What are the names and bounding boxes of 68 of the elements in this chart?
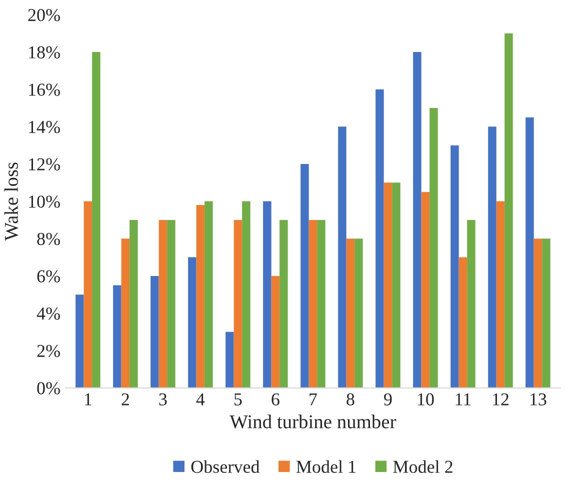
x-axis-title: Wind turbine number: [230, 414, 396, 428]
bar: [234, 220, 242, 388]
bar: [263, 201, 272, 388]
y-tick-label: 14%: [29, 120, 60, 134]
bar: [271, 276, 280, 388]
y-tick-label: 16%: [29, 84, 60, 96]
x-tick-label: 9: [384, 393, 392, 406]
bar: [376, 89, 384, 388]
bar: [242, 201, 250, 388]
bar: [308, 220, 318, 388]
bar: [450, 145, 459, 388]
legend-label: Model 1: [296, 460, 356, 473]
x-tick-label: 10: [418, 393, 434, 406]
bar: [84, 201, 92, 388]
bar: [158, 220, 168, 388]
bar: [167, 220, 176, 388]
bar: [204, 201, 213, 388]
bar: [226, 332, 234, 388]
y-tick-label: 8%: [37, 232, 60, 246]
x-tick-label: 5: [234, 393, 242, 406]
y-tick-label: 6%: [37, 270, 60, 282]
y-tick-label: 4%: [36, 308, 60, 320]
x-tick-label: 12: [493, 393, 508, 406]
x-tick-label: 3: [159, 393, 167, 406]
bar: [130, 220, 138, 388]
y-tick-label: 0%: [37, 382, 60, 394]
bar: [542, 238, 550, 388]
y-tick-label: 2%: [37, 344, 60, 358]
bar: [467, 220, 476, 388]
bar: [496, 201, 505, 388]
bar: [392, 182, 400, 388]
bar: [150, 276, 159, 388]
bar: [338, 126, 346, 388]
x-tick-label: 11: [456, 393, 471, 406]
bar: [421, 192, 430, 388]
bar: [526, 117, 534, 388]
bar: [488, 126, 496, 388]
bar: [504, 33, 513, 388]
bar: [458, 257, 468, 388]
bar: [121, 238, 130, 388]
legend-label: Model 2: [393, 460, 452, 473]
x-tick-label: 13: [530, 393, 546, 406]
bar: [188, 257, 196, 388]
bar: [196, 205, 205, 388]
x-tick-label: 2: [122, 393, 129, 406]
x-tick-label: 6: [272, 393, 280, 406]
bar: [430, 108, 438, 388]
bar: [317, 220, 326, 388]
bar: [413, 52, 422, 388]
bar: [92, 52, 100, 388]
y-tick-label: 18%: [29, 46, 60, 59]
x-tick-label: 7: [310, 393, 317, 406]
bar: [534, 238, 542, 388]
bar: [346, 238, 355, 388]
legend-label: Observed: [191, 460, 260, 473]
x-tick-label: 1: [85, 393, 92, 406]
y-tick-label: 12%: [29, 158, 60, 170]
bar: [300, 164, 309, 388]
bar: [354, 238, 363, 388]
bar: [384, 182, 392, 388]
x-tick-label: 4: [196, 393, 205, 406]
bar: [76, 294, 84, 388]
bar: [280, 220, 288, 388]
bar: [113, 285, 122, 388]
y-axis-title: Wake loss: [4, 162, 18, 241]
y-tick-label: 20%: [28, 8, 60, 22]
y-tick-label: 10%: [29, 196, 60, 208]
x-tick-label: 8: [346, 393, 354, 406]
